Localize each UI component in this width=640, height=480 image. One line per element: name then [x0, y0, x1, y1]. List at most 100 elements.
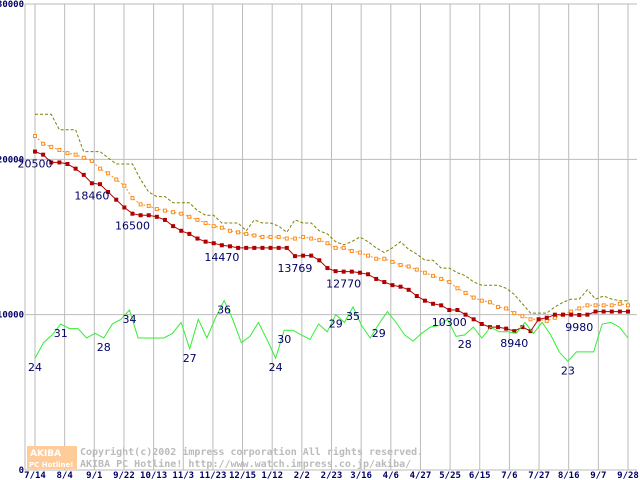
data-point-min — [585, 312, 590, 317]
data-point-average — [585, 303, 590, 308]
data-point-average — [447, 280, 452, 285]
data-point-average — [406, 264, 411, 269]
data-point-average — [292, 236, 297, 241]
site-url-text: AKIBA PC Hotline! http://www.watch.impre… — [80, 458, 411, 470]
data-point-average — [203, 221, 208, 226]
data-point-min — [89, 181, 94, 186]
data-point-average — [471, 295, 476, 300]
data-point-min — [171, 224, 176, 229]
data-point-average — [552, 315, 557, 320]
data-point-average — [528, 317, 533, 322]
data-point-min — [49, 160, 54, 165]
data-point-min — [349, 269, 354, 274]
data-point-min — [81, 172, 86, 177]
data-point-average — [146, 203, 151, 208]
data-point-average — [455, 286, 460, 291]
data-point-average — [41, 141, 46, 146]
series-lines — [33, 113, 630, 363]
data-point-average — [366, 253, 371, 258]
data-label: 9980 — [565, 321, 593, 334]
x-tick-label: 6/15 — [469, 471, 491, 480]
series-line-count — [34, 299, 629, 363]
data-point-average — [341, 245, 346, 250]
data-point-min — [57, 160, 62, 165]
data-point-average — [97, 166, 102, 171]
data-point-min — [65, 161, 70, 166]
data-point-average — [382, 256, 387, 261]
data-point-average — [187, 214, 192, 219]
data-point-average — [479, 298, 484, 303]
y-axis-ticks: 0 10000 20000 30000 — [0, 0, 24, 476]
data-point-min — [398, 284, 403, 289]
copyright-watermark: AKIBA PC Hotline! Copyright(c)2002 impre… — [27, 446, 423, 470]
data-point-min — [552, 312, 557, 317]
data-point-min — [609, 309, 614, 314]
data-point-min — [309, 253, 314, 258]
data-point-average — [463, 290, 468, 295]
x-tick-label: 5/25 — [439, 471, 461, 480]
data-point-min — [244, 245, 249, 250]
series-average — [33, 134, 630, 323]
data-point-min — [114, 197, 119, 202]
data-point-min — [512, 329, 517, 334]
data-point-min — [333, 269, 338, 274]
data-point-average — [414, 267, 419, 272]
data-point-average — [236, 230, 241, 235]
data-point-average — [496, 304, 501, 309]
y-tick-label: 20000 — [0, 155, 24, 165]
data-point-min — [211, 241, 216, 246]
series-count — [34, 299, 629, 363]
data-point-min — [284, 245, 289, 250]
data-point-average — [73, 152, 78, 157]
data-point-average — [520, 314, 525, 319]
data-label: 30 — [277, 333, 291, 346]
data-point-min — [41, 152, 46, 157]
y-tick-label: 10000 — [0, 311, 24, 321]
data-point-min — [366, 272, 371, 277]
data-point-average — [65, 151, 70, 156]
data-label: 28 — [458, 338, 472, 351]
data-point-min — [227, 244, 232, 249]
data-point-min — [561, 312, 566, 317]
data-point-average — [154, 207, 159, 212]
data-point-min — [276, 245, 281, 250]
data-point-min — [504, 326, 509, 331]
data-point-average — [504, 306, 509, 311]
data-point-average — [195, 217, 200, 222]
logo-bottom-text: PC Hotline! — [29, 461, 73, 469]
data-label: 8940 — [500, 337, 528, 350]
x-tick-label: 3/16 — [350, 471, 372, 480]
data-point-min — [536, 317, 541, 322]
data-point-min — [301, 253, 306, 258]
data-point-min — [626, 309, 630, 314]
data-point-average — [114, 177, 119, 182]
data-label: 29 — [372, 327, 386, 340]
data-point-min — [601, 309, 606, 314]
data-point-min — [569, 312, 574, 317]
data-label: 35 — [346, 310, 360, 323]
data-point-min — [390, 283, 395, 288]
data-point-average — [252, 233, 257, 238]
data-point-average — [609, 303, 614, 308]
data-point-average — [325, 241, 330, 246]
series-max — [35, 113, 628, 314]
x-tick-label: 11/3 — [172, 471, 194, 480]
x-tick-label: 4/27 — [410, 471, 432, 480]
data-label: 23 — [561, 364, 575, 377]
data-label: 36 — [217, 304, 231, 317]
data-point-min — [252, 245, 257, 250]
data-point-average — [439, 276, 444, 281]
data-point-min — [203, 239, 208, 244]
data-label: 24 — [28, 361, 42, 374]
data-point-min — [122, 205, 127, 210]
data-point-min — [463, 312, 468, 317]
data-point-min — [422, 298, 427, 303]
data-point-min — [162, 217, 167, 222]
data-label: 29 — [329, 318, 343, 331]
data-point-average — [171, 210, 176, 215]
data-point-min — [179, 228, 184, 233]
data-labels: 20500 18460 16500 14470 13769 12770 10300 8940 9… — [18, 158, 594, 378]
data-point-min — [455, 308, 460, 313]
data-point-average — [357, 250, 362, 255]
